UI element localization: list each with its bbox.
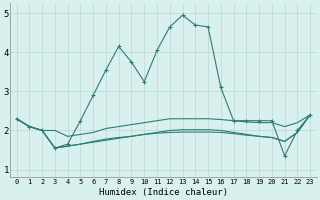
X-axis label: Humidex (Indice chaleur): Humidex (Indice chaleur) (99, 188, 228, 197)
